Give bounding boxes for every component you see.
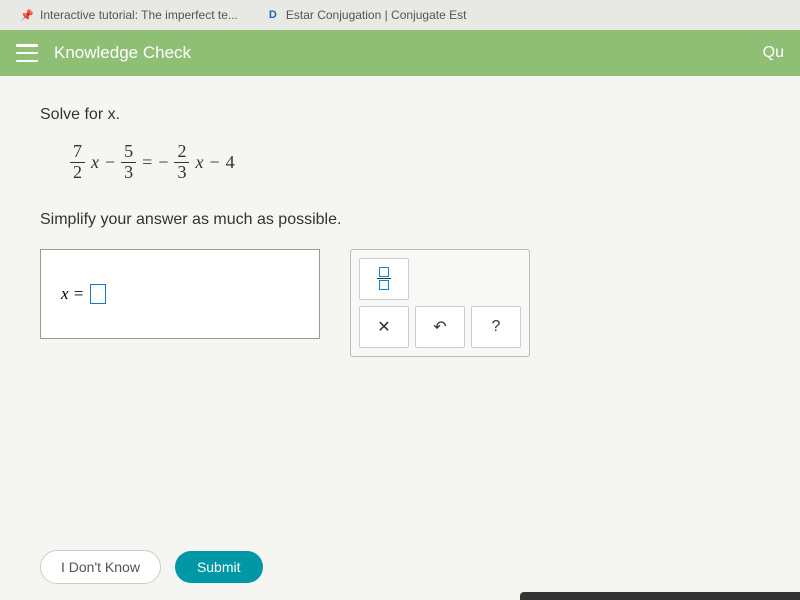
constant: 4 (226, 152, 235, 173)
header-right-text: Qu (763, 44, 784, 62)
fraction-2: 5 3 (121, 142, 136, 183)
answer-cursor-box[interactable] (90, 284, 106, 304)
clear-tool-button[interactable]: ✕ (359, 306, 409, 348)
tab-interactive-tutorial[interactable]: 📌 Interactive tutorial: The imperfect te… (8, 4, 250, 26)
fraction-tool-button[interactable] (359, 258, 409, 300)
answer-prefix: x = (61, 284, 84, 304)
page-title: Knowledge Check (54, 43, 191, 63)
footer-buttons: I Don't Know Submit (40, 550, 263, 584)
submit-button[interactable]: Submit (175, 551, 263, 583)
simplify-instruction: Simplify your answer as much as possible… (40, 211, 760, 229)
undo-icon: ↶ (433, 317, 446, 337)
tab-label: Interactive tutorial: The imperfect te..… (40, 8, 238, 22)
bottom-bar-decoration (520, 592, 800, 600)
fraction-icon (377, 266, 391, 291)
variable-x: x (91, 152, 99, 173)
problem-content: Solve for x. 7 2 x − 5 3 = − 2 3 x − 4 S… (0, 76, 800, 387)
fraction-3: 2 3 (174, 142, 189, 183)
app-header: Knowledge Check Qu (0, 30, 800, 76)
tab-estar-conjugation[interactable]: D Estar Conjugation | Conjugate Est (254, 4, 479, 26)
fraction-1: 7 2 (70, 142, 85, 183)
dont-know-button[interactable]: I Don't Know (40, 550, 161, 584)
equation-display: 7 2 x − 5 3 = − 2 3 x − 4 (70, 142, 760, 183)
math-toolbox: ✕ ↶ ? (350, 249, 530, 357)
instruction-text: Solve for x. (40, 106, 760, 124)
answer-row: x = ✕ ↶ ? (40, 249, 760, 357)
x-icon: ✕ (377, 317, 390, 337)
undo-tool-button[interactable]: ↶ (415, 306, 465, 348)
browser-tab-bar: 📌 Interactive tutorial: The imperfect te… (0, 0, 800, 30)
equals-op: = (142, 152, 152, 173)
minus-op: − (105, 152, 115, 173)
negative-op: − (158, 152, 168, 173)
help-icon: ? (492, 318, 501, 336)
doc-icon: D (266, 8, 280, 22)
variable-x: x (195, 152, 203, 173)
answer-input-box[interactable]: x = (40, 249, 320, 339)
hamburger-menu-icon[interactable] (16, 44, 38, 62)
pin-icon: 📌 (20, 8, 34, 22)
tab-label: Estar Conjugation | Conjugate Est (286, 8, 467, 22)
help-tool-button[interactable]: ? (471, 306, 521, 348)
minus-op: − (209, 152, 219, 173)
